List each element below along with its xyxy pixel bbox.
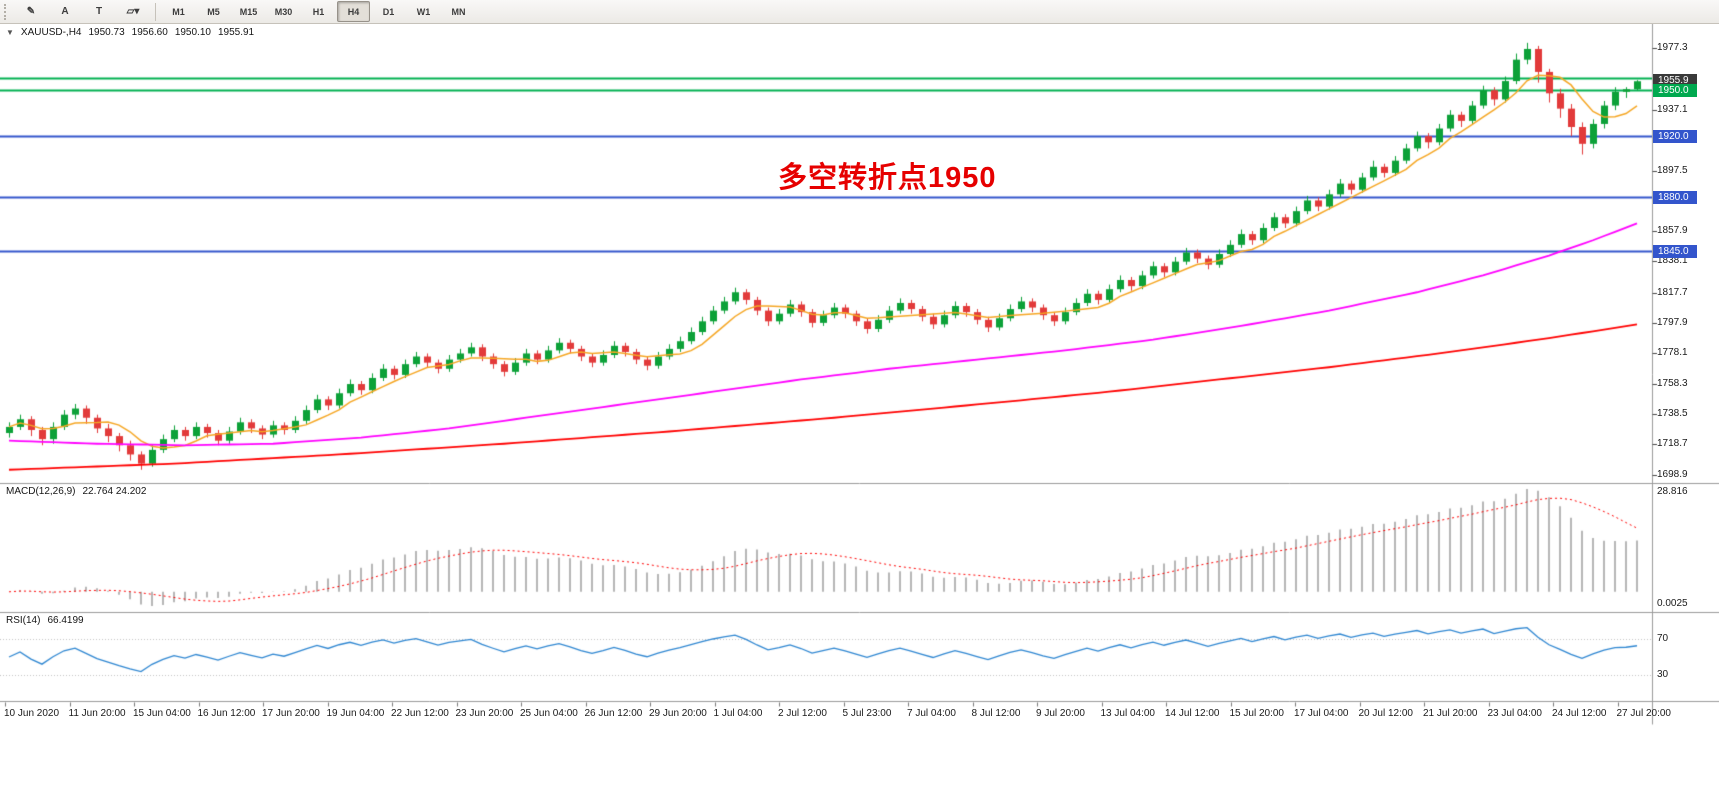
timeframe-button-M30[interactable]: M30 [274,6,293,17]
timeframe-button-W1[interactable]: W1 [416,6,431,17]
time-axis-label: 15 Jul 20:00 [1229,708,1285,719]
price-tick-label: 1817.7 [1657,286,1688,298]
time-axis-label: 13 Jul 04:00 [1100,708,1156,719]
collapse-chart-icon[interactable]: ▼ [6,28,14,37]
macd-name: MACD(12,26,9) [6,486,76,497]
hline-price-tag: 1880.0 [1653,191,1697,205]
high-value: 1956.60 [131,27,168,38]
time-axis-label: 2 Jul 12:00 [778,708,827,719]
price-tick-label: 1857.9 [1657,225,1688,237]
timeframe-button-D1[interactable]: D1 [382,6,395,17]
price-tick-label: 1738.5 [1657,407,1688,419]
price-tick-label: 1698.9 [1657,468,1688,480]
toolbar-separator [155,2,156,21]
top-toolbar: ✎ A T ▱▾ M1 M5 M15 M30 H1 H4 D1 W1 MN [0,0,1719,24]
macd-indicator-label: MACD(12,26,9) 22.764 24.202 [6,486,146,497]
time-axis-label: 27 Jul 20:00 [1616,708,1672,719]
chart-info-line: ▼ XAUUSD-,H4 1950.73 1956.60 1950.10 195… [6,27,254,38]
tool-shapes-dropdown-button[interactable]: ▱▾ [126,6,140,17]
time-axis-label: 17 Jun 20:00 [262,708,320,719]
time-axis-label: 16 Jun 12:00 [197,708,256,719]
price-tick-label: 1977.3 [1657,42,1688,54]
time-axis-label: 9 Jul 20:00 [1036,708,1085,719]
time-axis-label: 15 Jun 04:00 [133,708,191,719]
time-axis-label: 5 Jul 23:00 [842,708,892,719]
rsi-value: 66.4199 [47,615,84,626]
rsi-level-label: 70 [1657,633,1669,645]
timeframe-button-H4[interactable]: H4 [337,1,370,22]
price-tick-label: 1797.9 [1657,317,1688,328]
chart-window: ▼ XAUUSD-,H4 1950.73 1956.60 1950.10 195… [0,24,1719,793]
price-tick-label: 1838.1 [1657,255,1688,267]
time-axis-label: 24 Jul 12:00 [1552,708,1607,719]
time-axis-label: 22 Jun 12:00 [391,708,449,719]
time-axis-label: 25 Jun 04:00 [520,708,578,719]
price-tick-label: 1778.1 [1657,347,1688,359]
tool-pencil-button[interactable]: ✎ [26,6,36,17]
time-axis-label: 29 Jun 20:00 [649,708,707,719]
macd-axis-max-label: 28.816 [1657,486,1688,497]
rsi-name: RSI(14) [6,615,41,626]
open-value: 1950.73 [88,27,125,38]
tool-text-label-button[interactable]: A [61,6,69,17]
symbol-period-label: XAUUSD-,H4 [20,27,82,38]
timeframe-button-M15[interactable]: M15 [239,6,258,17]
macd-values: 22.764 24.202 [82,486,147,497]
time-axis-label: 21 Jul 20:00 [1423,708,1478,719]
macd-axis-min-label: 0.0025 [1657,598,1688,609]
toolbar-grip[interactable] [4,3,10,20]
chart-canvas[interactable] [0,24,1719,793]
timeframe-button-M1[interactable]: M1 [172,6,185,17]
time-axis-label: 10 Jun 2020 [4,708,60,719]
price-tick-label: 1718.7 [1657,438,1688,450]
time-axis-label: 14 Jul 12:00 [1165,708,1220,719]
price-tick-label: 1937.1 [1657,104,1688,115]
time-axis-label: 17 Jul 04:00 [1294,708,1349,719]
time-axis-label: 23 Jul 04:00 [1487,708,1543,719]
close-value: 1955.91 [217,27,255,38]
hline-price-tag: 1950.0 [1653,84,1697,98]
time-axis-label: 7 Jul 04:00 [907,708,956,719]
time-axis-label: 20 Jul 12:00 [1358,708,1414,719]
rsi-indicator-label: RSI(14) 66.4199 [6,615,84,626]
bid-price-tag: 1955.9 [1653,74,1697,88]
time-axis-label: 8 Jul 12:00 [971,708,1021,719]
timeframe-button-MN[interactable]: MN [451,6,466,17]
chart-text-annotation[interactable]: 多空转折点1950 [778,162,997,194]
time-axis-label: 19 Jun 04:00 [326,708,385,719]
timeframe-button-M5[interactable]: M5 [207,6,220,17]
rsi-level-label: 30 [1657,668,1669,680]
hline-price-tag: 1920.0 [1653,130,1697,144]
low-value: 1950.10 [174,27,211,38]
time-axis-label: 11 Jun 20:00 [68,708,126,719]
time-axis-label: 23 Jun 20:00 [455,708,514,719]
price-tick-label: 1897.5 [1657,164,1688,176]
time-axis-label: 26 Jun 12:00 [584,708,643,719]
hline-price-tag: 1845.0 [1653,244,1697,258]
tool-text-box-button[interactable]: T [95,6,103,17]
time-axis-label: 1 Jul 04:00 [713,708,763,719]
price-tick-label: 1758.3 [1657,377,1688,389]
timeframe-button-H1[interactable]: H1 [312,6,325,17]
